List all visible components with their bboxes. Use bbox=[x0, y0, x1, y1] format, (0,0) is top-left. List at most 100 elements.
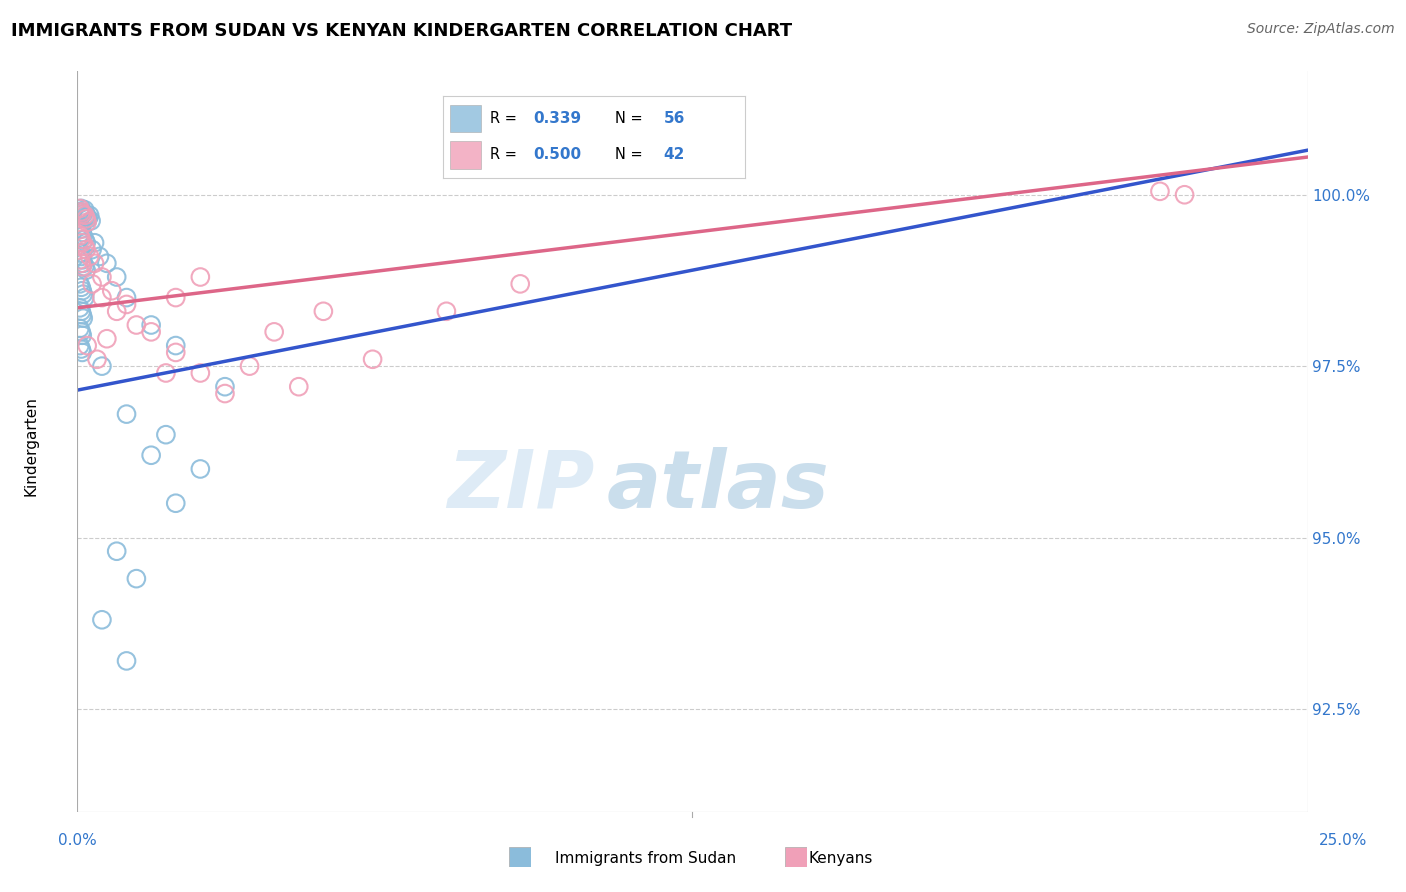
Point bbox=[79, 208, 101, 222]
Text: atlas: atlas bbox=[606, 447, 830, 525]
Text: N =: N = bbox=[616, 111, 647, 126]
Point bbox=[263, 325, 285, 339]
Text: Immigrants from Sudan: Immigrants from Sudan bbox=[555, 851, 737, 865]
Point bbox=[70, 226, 93, 240]
Point bbox=[90, 270, 114, 285]
Point bbox=[83, 235, 105, 250]
Point bbox=[70, 250, 93, 264]
Point bbox=[141, 325, 163, 339]
Point bbox=[90, 613, 114, 627]
Point bbox=[73, 208, 96, 222]
Point bbox=[188, 366, 212, 380]
Point bbox=[115, 407, 138, 421]
Point bbox=[115, 291, 138, 305]
Point bbox=[89, 250, 111, 264]
Point bbox=[70, 260, 93, 274]
Point bbox=[69, 219, 91, 233]
Text: 0.500: 0.500 bbox=[534, 147, 582, 162]
Point bbox=[70, 328, 93, 343]
Point bbox=[70, 284, 93, 298]
Point bbox=[75, 243, 97, 257]
Point bbox=[239, 359, 262, 373]
Point bbox=[72, 311, 94, 326]
Point bbox=[1149, 184, 1171, 198]
Point bbox=[72, 207, 94, 221]
Point bbox=[70, 232, 93, 246]
Point bbox=[96, 256, 118, 270]
Point bbox=[80, 214, 103, 228]
Point bbox=[70, 252, 93, 267]
Point bbox=[1174, 187, 1197, 202]
Point bbox=[165, 496, 187, 510]
Point bbox=[72, 287, 94, 301]
Point bbox=[105, 544, 128, 558]
Point bbox=[82, 243, 104, 257]
Point bbox=[75, 211, 97, 226]
Point bbox=[436, 304, 458, 318]
Point bbox=[72, 228, 94, 243]
Point bbox=[69, 338, 91, 352]
Point bbox=[75, 208, 97, 222]
Point bbox=[69, 301, 91, 315]
Point bbox=[73, 260, 96, 274]
Text: Kindergarten: Kindergarten bbox=[24, 396, 38, 496]
Point bbox=[115, 654, 138, 668]
Point bbox=[165, 345, 187, 359]
Point bbox=[70, 222, 93, 236]
Point bbox=[69, 277, 91, 291]
Point bbox=[73, 202, 96, 217]
Point bbox=[70, 207, 93, 221]
Point bbox=[101, 284, 124, 298]
Text: IMMIGRANTS FROM SUDAN VS KENYAN KINDERGARTEN CORRELATION CHART: IMMIGRANTS FROM SUDAN VS KENYAN KINDERGA… bbox=[11, 22, 793, 40]
Point bbox=[125, 572, 148, 586]
Point bbox=[70, 304, 93, 318]
Point bbox=[70, 342, 93, 356]
Text: 25.0%: 25.0% bbox=[1319, 833, 1367, 847]
Point bbox=[312, 304, 335, 318]
Point bbox=[509, 277, 531, 291]
Point bbox=[70, 202, 93, 216]
Point bbox=[69, 252, 91, 267]
Point bbox=[70, 205, 93, 219]
Point bbox=[82, 277, 104, 291]
Text: 42: 42 bbox=[664, 147, 685, 162]
Text: ZIP: ZIP bbox=[447, 447, 595, 525]
Text: Source: ZipAtlas.com: Source: ZipAtlas.com bbox=[1247, 22, 1395, 37]
Point bbox=[188, 462, 212, 476]
Text: Kenyans: Kenyans bbox=[808, 851, 873, 865]
Point bbox=[90, 291, 114, 305]
Point bbox=[70, 205, 93, 219]
Point bbox=[86, 352, 108, 367]
Point bbox=[76, 338, 98, 352]
Point bbox=[69, 205, 91, 219]
Point bbox=[141, 448, 163, 462]
Point bbox=[79, 250, 101, 264]
Point bbox=[165, 291, 187, 305]
Point bbox=[70, 280, 93, 294]
Point bbox=[288, 380, 311, 394]
Bar bbox=[450, 141, 481, 169]
Point bbox=[115, 297, 138, 311]
Text: 0.339: 0.339 bbox=[534, 111, 582, 126]
Point bbox=[70, 235, 93, 250]
Point bbox=[214, 380, 236, 394]
Text: N =: N = bbox=[616, 147, 647, 162]
Text: R =: R = bbox=[489, 111, 522, 126]
Text: R =: R = bbox=[489, 147, 522, 162]
Point bbox=[70, 308, 93, 322]
Point bbox=[141, 318, 163, 332]
Point bbox=[70, 345, 93, 359]
Point bbox=[105, 270, 128, 285]
Point bbox=[90, 359, 114, 373]
Point bbox=[70, 256, 93, 270]
Point bbox=[69, 321, 91, 335]
Point bbox=[70, 325, 93, 339]
Point bbox=[77, 211, 100, 226]
Bar bbox=[450, 104, 481, 132]
Point bbox=[214, 386, 236, 401]
Text: 0.0%: 0.0% bbox=[58, 833, 97, 847]
Point bbox=[69, 202, 91, 216]
Text: 56: 56 bbox=[664, 111, 685, 126]
Point bbox=[72, 256, 94, 270]
Point bbox=[69, 228, 91, 243]
